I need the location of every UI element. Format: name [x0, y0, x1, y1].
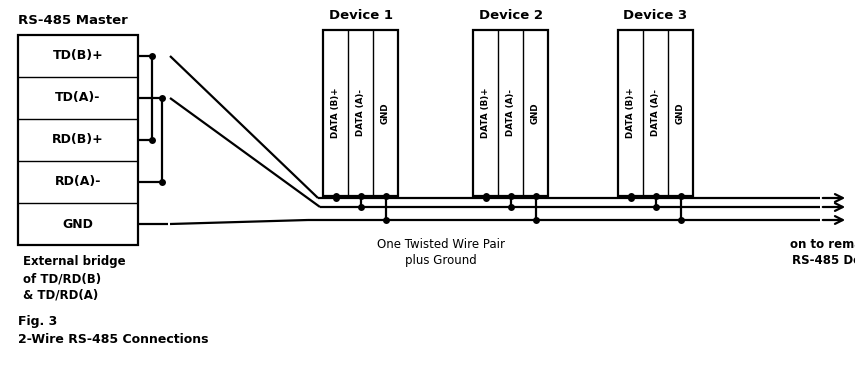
Text: GND: GND — [531, 102, 540, 124]
Text: One Twisted Wire Pair: One Twisted Wire Pair — [376, 238, 504, 251]
Text: RS-485 Master: RS-485 Master — [18, 14, 127, 27]
Text: GND: GND — [676, 102, 685, 124]
Bar — [618, 30, 693, 196]
Text: of TD/RD(B): of TD/RD(B) — [23, 272, 101, 285]
Text: External bridge: External bridge — [23, 255, 126, 268]
Text: DATA (A)-: DATA (A)- — [356, 90, 365, 136]
Text: DATA (A)-: DATA (A)- — [506, 90, 515, 136]
Text: TD(B)+: TD(B)+ — [53, 49, 103, 62]
Bar — [18, 35, 138, 245]
Text: DATA (B)+: DATA (B)+ — [331, 88, 340, 138]
Text: RD(B)+: RD(B)+ — [52, 134, 103, 147]
Bar — [323, 30, 398, 196]
Text: RS-485 Devices: RS-485 Devices — [792, 254, 855, 267]
Text: Fig. 3: Fig. 3 — [18, 315, 57, 328]
Text: Device 1: Device 1 — [328, 9, 392, 22]
Text: TD(A)-: TD(A)- — [56, 92, 101, 105]
Text: DATA (B)+: DATA (B)+ — [481, 88, 490, 138]
Text: GND: GND — [381, 102, 390, 124]
Text: plus Ground: plus Ground — [404, 254, 476, 267]
Text: DATA (A)-: DATA (A)- — [651, 90, 660, 136]
Text: 2-Wire RS-485 Connections: 2-Wire RS-485 Connections — [18, 333, 209, 346]
Text: DATA (B)+: DATA (B)+ — [626, 88, 635, 138]
Text: RD(A)-: RD(A)- — [55, 175, 101, 188]
Bar — [473, 30, 548, 196]
Text: on to remaining: on to remaining — [790, 238, 855, 251]
Text: GND: GND — [62, 218, 93, 231]
Text: Device 2: Device 2 — [479, 9, 543, 22]
Text: & TD/RD(A): & TD/RD(A) — [23, 289, 98, 302]
Text: Device 3: Device 3 — [623, 9, 687, 22]
